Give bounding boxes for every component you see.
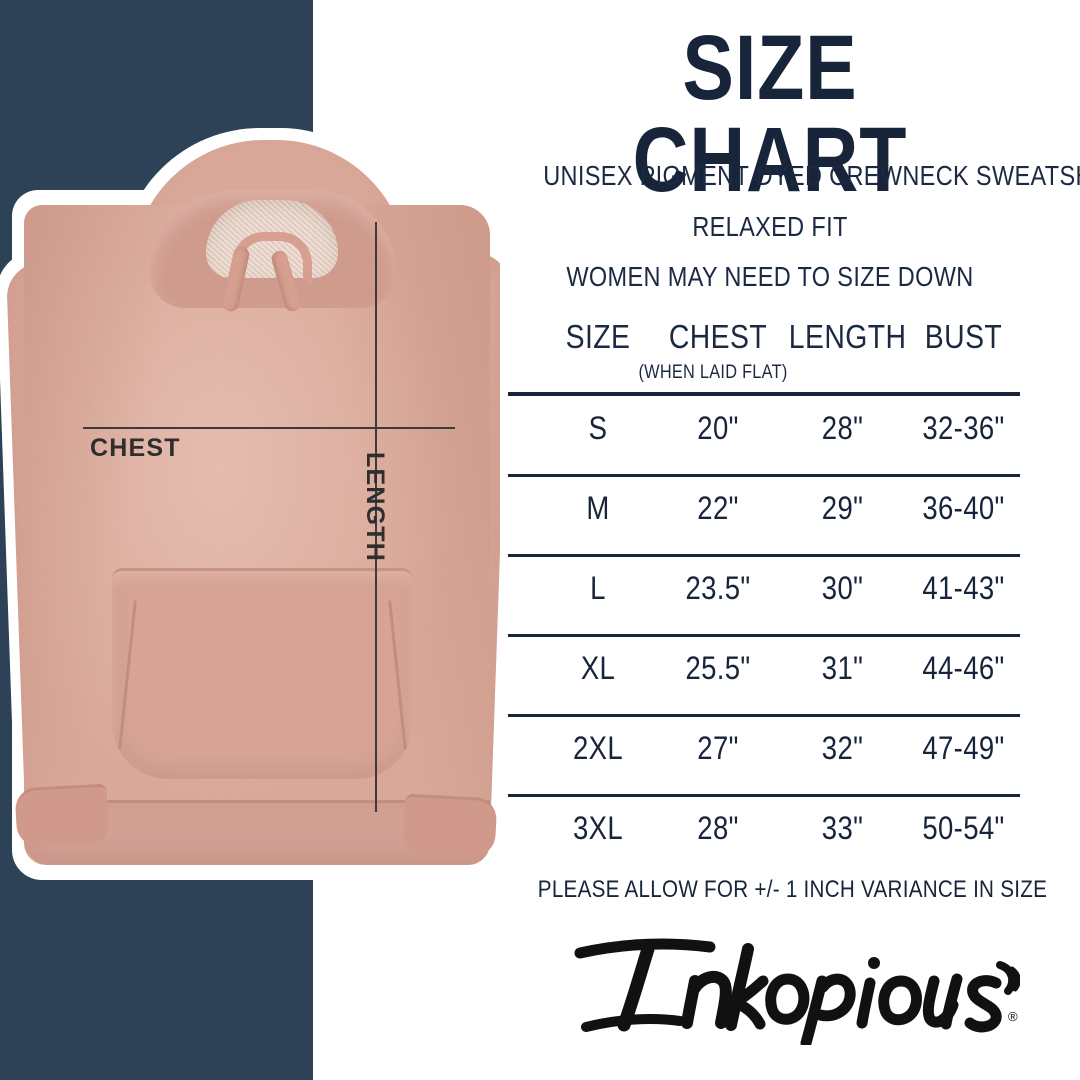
- cell-length: 29": [821, 490, 864, 526]
- subtitle-product: UNISEX PIGMENT DYED CREWNECK SWEATSHIRT: [543, 160, 1080, 191]
- table-header-rule: [508, 392, 1020, 396]
- chart-content: SIZE CHART UNISEX PIGMENT DYED CREWNECK …: [500, 0, 1080, 1080]
- subtitle-sizing-advice: WOMEN MAY NEED TO SIZE DOWN: [566, 261, 974, 292]
- table-row: 2XL 27" 32" 47-49": [508, 716, 1020, 797]
- table-row-divider: [508, 474, 1020, 477]
- page-title: SIZE CHART: [632, 17, 908, 211]
- table-row-divider: [508, 714, 1020, 717]
- cell-chest: 23.5": [685, 570, 751, 606]
- cell-length: 28": [821, 410, 864, 446]
- cell-bust: 44-46": [922, 650, 1005, 686]
- column-header-chest: CHEST: [668, 318, 768, 355]
- brand-logo[interactable]: ®: [520, 925, 1020, 1045]
- cell-length: 33": [821, 810, 864, 846]
- length-measure-label: LENGTH: [361, 452, 389, 562]
- cell-bust: 50-54": [922, 810, 1005, 846]
- product-photo-panel: CHEST LENGTH: [0, 0, 500, 1080]
- cell-bust: 36-40": [922, 490, 1005, 526]
- table-row: XL 25.5" 31" 44-46": [508, 636, 1020, 717]
- inkopious-logo-icon: ®: [574, 938, 1020, 1045]
- length-measure-line: [375, 222, 377, 812]
- cell-bust: 32-36": [922, 410, 1005, 446]
- cuff-right: [402, 793, 498, 858]
- cell-size: S: [588, 410, 608, 446]
- subtitle-fit: RELAXED FIT: [692, 211, 848, 242]
- sweatshirt-photo: [0, 0, 500, 1080]
- table-row: 3XL 28" 33" 50-54": [508, 796, 1020, 876]
- column-header-length: LENGTH: [788, 318, 907, 355]
- table-row: L 23.5" 30" 41-43": [508, 556, 1020, 637]
- cell-bust: 41-43": [922, 570, 1005, 606]
- table-row-divider: [508, 634, 1020, 637]
- table-row-divider: [508, 554, 1020, 557]
- table-header-row: SIZE CHEST LENGTH BUST (WHEN LAID FLAT): [508, 318, 1020, 383]
- cell-size: M: [586, 490, 610, 526]
- cell-length: 31": [821, 650, 864, 686]
- cell-chest: 28": [697, 810, 739, 846]
- cell-chest: 27": [697, 730, 739, 766]
- cell-size: 3XL: [572, 810, 623, 846]
- column-header-bust: BUST: [924, 318, 1003, 355]
- cell-chest: 20": [697, 410, 739, 446]
- kangaroo-pocket: [112, 568, 412, 779]
- cell-chest: 25.5": [685, 650, 751, 686]
- column-header-note: (WHEN LAID FLAT): [638, 362, 788, 383]
- registered-mark: ®: [1008, 1009, 1018, 1024]
- table-row: M 22" 29" 36-40": [508, 476, 1020, 557]
- column-header-size: SIZE: [565, 318, 631, 355]
- table-body: S 20" 28" 32-36" M 22" 29" 36-40" L 23.5" 30" 41-43…: [508, 396, 1020, 876]
- table-row: S 20" 28" 32-36": [508, 396, 1020, 477]
- cell-length: 32": [821, 730, 864, 766]
- chest-measure-line: [83, 427, 455, 429]
- cell-chest: 22": [697, 490, 739, 526]
- cell-size: XL: [580, 650, 616, 686]
- cell-size: 2XL: [572, 730, 623, 766]
- cell-size: L: [590, 570, 606, 606]
- cell-length: 30": [821, 570, 864, 606]
- size-table: SIZE CHEST LENGTH BUST (WHEN LAID FLAT) …: [508, 318, 1020, 846]
- cuff-left: [14, 783, 110, 848]
- cell-bust: 47-49": [922, 730, 1005, 766]
- table-row-divider: [508, 794, 1020, 797]
- chest-measure-label: CHEST: [90, 434, 181, 462]
- variance-note: PLEASE ALLOW FOR +/- 1 INCH VARIANCE IN …: [537, 876, 1048, 903]
